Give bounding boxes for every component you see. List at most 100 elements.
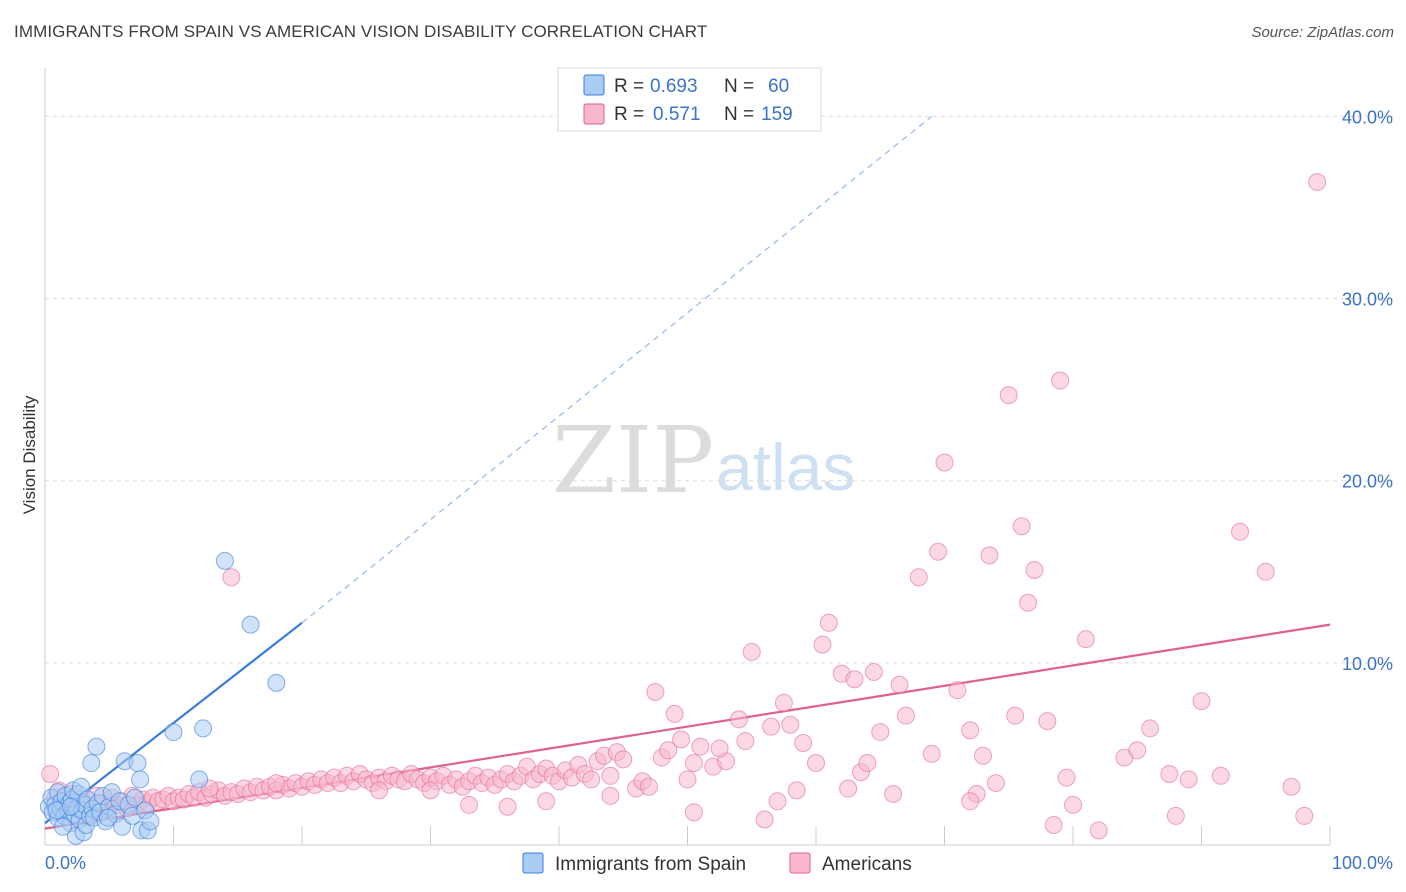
data-point-americans	[1038, 712, 1057, 731]
data-point-americans	[672, 730, 691, 749]
bottom-legend-label-spain: Immigrants from Spain	[555, 854, 746, 875]
legend-swatch-americans	[583, 103, 605, 125]
data-point-spain	[61, 797, 80, 816]
y-axis-label: Vision Disability	[20, 395, 39, 514]
bottom-legend-label-americans: Americans	[822, 854, 912, 875]
series-spain	[39, 551, 286, 845]
bottom-legend: Immigrants from Spain Americans	[522, 852, 912, 875]
data-point-americans	[1282, 777, 1301, 796]
data-point-americans	[1057, 768, 1076, 787]
data-point-americans	[781, 715, 800, 734]
data-point-americans	[691, 737, 710, 756]
y-tick-label: 20.0%	[1342, 472, 1393, 492]
x-tick-label: 100.0%	[1332, 853, 1393, 873]
data-point-spain	[87, 737, 106, 756]
data-point-americans	[646, 683, 665, 701]
data-point-americans	[768, 792, 787, 811]
data-point-americans	[935, 453, 954, 472]
data-point-americans	[986, 774, 1005, 793]
source-label: Source: ZipAtlas.com	[1251, 24, 1394, 41]
data-point-spain	[128, 754, 147, 773]
data-point-americans	[639, 777, 658, 796]
data-point-americans	[614, 750, 633, 769]
data-point-americans	[1006, 706, 1025, 725]
data-point-americans	[1089, 821, 1108, 840]
data-point-americans	[710, 739, 729, 758]
x-tick-labels: 0.0% 100.0%	[45, 853, 1393, 873]
series-americans	[41, 173, 1327, 840]
data-point-americans	[864, 662, 883, 681]
data-point-spain	[164, 723, 183, 742]
data-point-americans	[1012, 517, 1031, 536]
data-point-americans	[774, 693, 793, 712]
data-point-americans	[601, 766, 620, 785]
bottom-legend-swatch-americans	[789, 852, 811, 874]
watermark-zip: ZIP	[552, 407, 714, 514]
data-point-spain	[82, 754, 101, 773]
data-point-americans	[370, 781, 389, 800]
data-point-americans	[1160, 764, 1179, 783]
data-point-americans	[1051, 371, 1070, 390]
data-point-americans	[1076, 630, 1095, 649]
trend-line-spain-extrapolated	[301, 115, 933, 624]
data-point-americans	[1192, 692, 1211, 711]
bottom-legend-swatch-spain	[522, 852, 544, 874]
legend-r-value-americans: 0.571	[653, 104, 701, 125]
data-point-spain	[131, 770, 150, 789]
y-tick-label: 40.0%	[1342, 107, 1393, 127]
data-point-americans	[684, 803, 703, 822]
data-point-americans	[1179, 770, 1198, 789]
data-point-americans	[787, 781, 806, 800]
legend-n-label-americans: N =	[724, 104, 754, 125]
data-point-americans	[813, 635, 832, 654]
data-point-americans	[267, 774, 286, 793]
data-point-americans	[421, 781, 440, 800]
data-point-americans	[222, 568, 241, 587]
data-point-spain	[141, 812, 160, 831]
data-point-americans	[839, 779, 858, 798]
data-point-americans	[729, 710, 748, 729]
data-point-americans	[961, 721, 980, 740]
y-tick-label: 30.0%	[1342, 290, 1393, 310]
data-point-americans	[498, 797, 517, 816]
legend-r-value-spain: 0.693	[650, 76, 698, 97]
data-point-americans	[794, 734, 813, 752]
legend-r-label-americans: R =	[614, 104, 644, 125]
watermark-atlas: atlas	[716, 430, 855, 504]
grid	[45, 115, 1395, 664]
data-point-americans	[929, 542, 948, 561]
data-point-americans	[678, 770, 697, 789]
y-tick-labels: 10.0% 20.0% 30.0% 40.0%	[1342, 107, 1393, 673]
data-point-spain	[125, 788, 144, 807]
axes	[44, 68, 1331, 846]
data-point-americans	[961, 792, 980, 811]
data-point-americans	[1025, 560, 1044, 579]
data-point-americans	[896, 706, 915, 725]
data-point-americans	[845, 670, 864, 689]
data-point-americans	[807, 754, 825, 773]
data-point-americans	[909, 568, 928, 587]
data-point-americans	[41, 764, 60, 783]
data-point-americans	[1128, 741, 1147, 760]
data-point-americans	[1308, 173, 1327, 191]
data-point-spain	[53, 817, 72, 836]
data-point-americans	[665, 704, 684, 723]
x-tick-label: 0.0%	[45, 853, 86, 873]
data-point-americans	[1166, 806, 1185, 825]
data-point-americans	[858, 754, 877, 773]
legend-r-label-spain: R =	[614, 76, 644, 97]
legend-n-value-americans: 159	[761, 104, 793, 125]
data-point-americans	[1019, 593, 1038, 612]
data-point-americans	[974, 746, 993, 765]
data-point-americans	[999, 386, 1018, 405]
data-point-americans	[1211, 766, 1230, 785]
data-point-americans	[980, 546, 999, 565]
data-point-americans	[1044, 815, 1063, 834]
data-point-spain	[241, 615, 260, 634]
data-point-americans	[582, 770, 601, 789]
data-point-spain	[98, 808, 117, 827]
data-point-americans	[890, 675, 909, 694]
data-point-americans	[460, 795, 479, 814]
y-tick-label: 10.0%	[1342, 654, 1393, 674]
